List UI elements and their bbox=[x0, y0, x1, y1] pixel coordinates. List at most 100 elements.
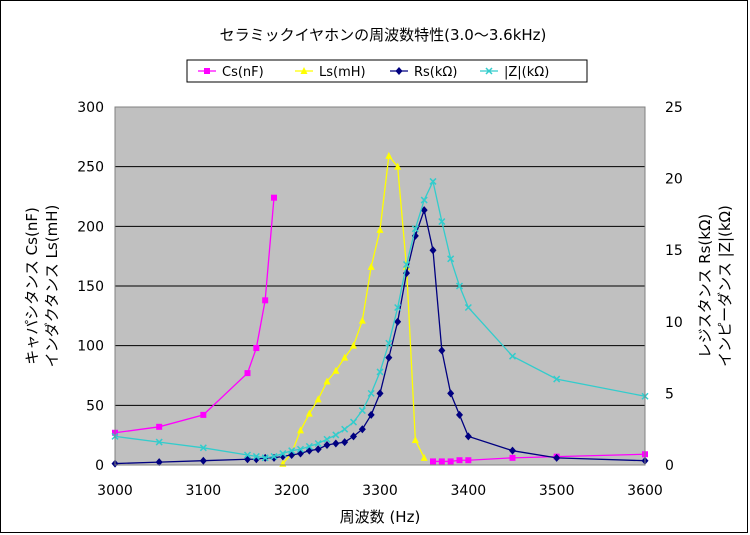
series-rs-point bbox=[199, 456, 207, 465]
legend-label: Rs(kΩ) bbox=[414, 65, 457, 80]
series-z-point bbox=[279, 450, 287, 458]
x-tick-label: 3500 bbox=[539, 483, 575, 499]
series-rs-point bbox=[314, 445, 322, 454]
series-z-point bbox=[411, 225, 419, 233]
series-rs-point bbox=[323, 440, 331, 449]
left-y-axis-label-1: キャパシタンス Cs(nF) bbox=[23, 207, 41, 365]
series-z-point bbox=[367, 389, 375, 397]
series-z-point bbox=[420, 196, 428, 204]
series-cs-point bbox=[456, 457, 463, 464]
series-z-point bbox=[155, 438, 163, 446]
series-z-point bbox=[270, 452, 278, 460]
chart-title: セラミックイヤホンの周波数特性(3.0〜3.6kHz) bbox=[220, 26, 547, 44]
x-tick-label: 3200 bbox=[274, 483, 310, 499]
x-tick-label: 3000 bbox=[97, 483, 133, 499]
series-rs-point bbox=[394, 317, 402, 326]
series-rs-point bbox=[438, 346, 446, 355]
x-tick-labels: 3000 3100 3200 3300 3400 3500 3600 bbox=[97, 483, 663, 499]
series-z-point bbox=[394, 303, 402, 312]
series-z-point bbox=[508, 352, 517, 360]
series-z-point bbox=[296, 445, 305, 453]
plot-border bbox=[114, 106, 646, 466]
series-ls-point bbox=[420, 453, 428, 461]
series-ls-point bbox=[297, 426, 304, 434]
left-y-tick-label: 50 bbox=[86, 398, 104, 414]
series-cs-point bbox=[430, 458, 436, 465]
series-rs bbox=[111, 206, 649, 468]
series-z bbox=[111, 177, 649, 462]
series-cs-point bbox=[271, 194, 277, 201]
legend-item-cs: Cs(nF) bbox=[198, 65, 264, 80]
series-rs-point bbox=[350, 432, 357, 441]
series-ls-point bbox=[350, 341, 357, 349]
series-rs-point bbox=[367, 410, 375, 419]
series-z-point bbox=[349, 418, 358, 426]
right-y-tick-label: 5 bbox=[665, 386, 674, 402]
series-rs-point bbox=[553, 453, 561, 462]
series-rs-point bbox=[456, 410, 463, 419]
series-rs-point bbox=[447, 389, 455, 398]
left-y-tick-label: 300 bbox=[77, 100, 104, 116]
series-z-point bbox=[332, 431, 340, 439]
left-y-axis-label-2: インダクタンス Ls(mH) bbox=[43, 205, 61, 368]
series-ls-point bbox=[314, 395, 322, 403]
series-z-point bbox=[314, 439, 322, 448]
right-y-axis-label-1: レジスタンス Rs(kΩ) bbox=[696, 214, 714, 359]
series-z-point bbox=[358, 407, 366, 415]
series-cs-point bbox=[156, 423, 163, 430]
left-y-tick-label: 150 bbox=[77, 279, 104, 295]
legend-item-ls: Ls(mH) bbox=[295, 65, 366, 80]
series-z-point bbox=[385, 339, 393, 347]
series-ls-point bbox=[394, 162, 402, 170]
left-y-tick-labels: 0 50 100 150 200 250 300 bbox=[77, 100, 104, 474]
x-axis-label: 周波数 (Hz) bbox=[340, 508, 421, 526]
right-y-tick-label: 10 bbox=[665, 315, 683, 331]
left-y-tick-label: 0 bbox=[95, 458, 104, 474]
left-y-tick-label: 250 bbox=[77, 160, 104, 176]
series-rs-point bbox=[155, 458, 163, 467]
legend-marker bbox=[204, 68, 210, 74]
series-z-point bbox=[376, 368, 384, 376]
series-z-point bbox=[199, 444, 207, 452]
series-ls-point bbox=[411, 435, 419, 443]
series-rs-point bbox=[420, 206, 428, 215]
series-cs-point bbox=[262, 297, 269, 304]
series-rs-point bbox=[509, 446, 516, 455]
right-y-tick-labels: 0 5 10 15 20 25 bbox=[665, 100, 683, 474]
series-ls-point bbox=[341, 353, 349, 361]
series-cs-point bbox=[200, 411, 207, 418]
series-cs-point bbox=[465, 457, 472, 464]
legend-label: |Z|(kΩ) bbox=[504, 65, 549, 80]
x-tick-label: 3300 bbox=[362, 483, 398, 499]
legend: Cs(nF) Ls(mH) Rs(kΩ) |Z|(kΩ) bbox=[186, 59, 588, 83]
legend-box bbox=[186, 59, 588, 83]
series-rs-point bbox=[341, 438, 349, 447]
series-rs-point bbox=[376, 389, 384, 398]
series-z-point bbox=[323, 435, 331, 443]
series-z-point bbox=[553, 375, 561, 383]
x-tick-label: 3400 bbox=[451, 483, 487, 499]
legend-label: Cs(nF) bbox=[222, 65, 264, 80]
right-y-tick-label: 20 bbox=[665, 172, 683, 188]
legend-marker bbox=[485, 67, 493, 75]
series-ls-point bbox=[376, 225, 384, 233]
x-tick-label: 3100 bbox=[186, 483, 222, 499]
x-tick-label: 3600 bbox=[627, 483, 663, 499]
series-rs-point bbox=[332, 439, 340, 448]
series-z-point bbox=[429, 177, 437, 185]
left-y-tick-label: 100 bbox=[77, 339, 104, 355]
right-y-tick-label: 0 bbox=[665, 458, 674, 474]
series-ls-point bbox=[332, 366, 340, 374]
series-cs-point bbox=[244, 370, 251, 377]
series-z-point bbox=[288, 447, 296, 455]
series-cs-point bbox=[253, 345, 260, 352]
legend-marker bbox=[300, 67, 308, 74]
series-z-point bbox=[438, 218, 446, 226]
series-cs-point bbox=[438, 458, 445, 465]
legend-item-z: |Z|(kΩ) bbox=[480, 65, 549, 80]
series-z-point bbox=[464, 303, 472, 312]
series-ls-point bbox=[385, 151, 393, 159]
series-rs-point bbox=[429, 246, 437, 255]
series-ls-point bbox=[305, 409, 313, 417]
